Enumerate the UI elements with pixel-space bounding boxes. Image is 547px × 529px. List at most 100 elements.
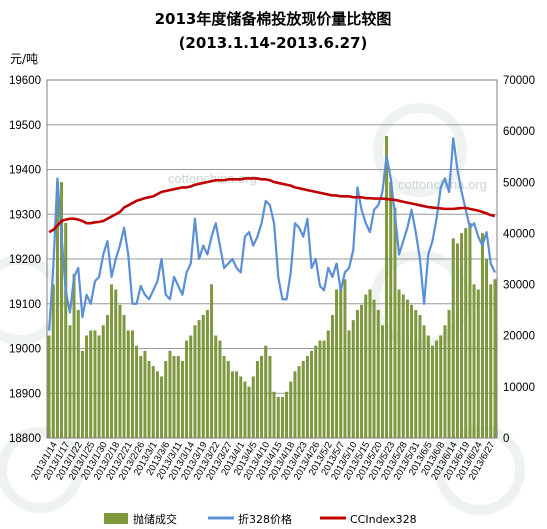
bar bbox=[189, 335, 193, 439]
bar bbox=[76, 309, 80, 439]
bar bbox=[401, 294, 405, 439]
bar-layer bbox=[47, 136, 497, 439]
bar bbox=[485, 258, 489, 439]
bar bbox=[339, 284, 343, 439]
y-right-tick-label: 50000 bbox=[503, 177, 535, 189]
bar bbox=[493, 279, 497, 439]
bar bbox=[143, 350, 147, 439]
axis-layer: 18800 18900 19000 19100 19200 19300 19400 19500… bbox=[9, 75, 535, 445]
bar bbox=[230, 371, 234, 439]
bar bbox=[114, 289, 118, 439]
bar bbox=[310, 350, 314, 439]
bar bbox=[268, 356, 272, 439]
price-line bbox=[47, 137, 496, 331]
y-right-tick-label: 40000 bbox=[503, 228, 535, 240]
bar bbox=[335, 289, 339, 439]
bar bbox=[122, 315, 126, 439]
bar bbox=[222, 356, 226, 439]
y-left-tick-label: 18900 bbox=[9, 388, 41, 400]
y-left-tick-label: 19200 bbox=[9, 254, 41, 266]
y-right-tick-label: 0 bbox=[503, 433, 509, 445]
y-left-tick-label: 19000 bbox=[9, 344, 41, 356]
bar bbox=[393, 207, 397, 439]
bar bbox=[139, 356, 143, 439]
bar bbox=[85, 335, 89, 439]
bar bbox=[480, 233, 484, 439]
bar bbox=[126, 330, 130, 439]
bar bbox=[289, 381, 293, 439]
line-layer bbox=[47, 137, 496, 331]
bar bbox=[430, 345, 434, 439]
bar bbox=[414, 309, 418, 439]
bar bbox=[426, 335, 430, 439]
bar bbox=[355, 309, 359, 439]
y-left-tick-label: 19100 bbox=[9, 299, 41, 311]
bar bbox=[364, 294, 368, 439]
legend-label-index-line: CCIndex328 bbox=[350, 513, 417, 526]
bar bbox=[435, 340, 439, 439]
bar bbox=[151, 366, 155, 439]
bar bbox=[385, 136, 389, 439]
bar bbox=[260, 356, 264, 439]
bar bbox=[205, 309, 209, 439]
bar bbox=[97, 335, 101, 439]
bar bbox=[360, 304, 364, 439]
y-right-tick-label: 30000 bbox=[503, 280, 535, 292]
bar bbox=[489, 284, 493, 439]
bar bbox=[451, 238, 455, 439]
bar bbox=[343, 279, 347, 439]
y-right-tick-label: 60000 bbox=[503, 126, 535, 138]
bar bbox=[326, 330, 330, 439]
bar bbox=[397, 289, 401, 439]
chart-subtitle: (2013.1.14-2013.6.27) bbox=[179, 34, 368, 52]
legend-label-bars: 抛储成交 bbox=[133, 512, 177, 526]
bar bbox=[80, 350, 84, 439]
y-left-tick-label: 19500 bbox=[9, 120, 41, 132]
legend-swatch-bars bbox=[104, 513, 128, 524]
bar bbox=[185, 340, 189, 439]
bar bbox=[155, 371, 159, 439]
bar bbox=[89, 330, 93, 439]
bar bbox=[472, 284, 476, 439]
bar bbox=[64, 223, 68, 439]
bar bbox=[405, 299, 409, 439]
bar bbox=[418, 315, 422, 439]
bar bbox=[305, 356, 309, 439]
y-left-tick-label: 19400 bbox=[9, 165, 41, 177]
bar bbox=[197, 320, 201, 439]
bar bbox=[255, 361, 259, 439]
bar bbox=[464, 228, 468, 439]
legend-label-price-line: 折328价格 bbox=[238, 512, 292, 526]
background-swirl bbox=[0, 427, 83, 513]
bar bbox=[239, 376, 243, 439]
bar bbox=[135, 345, 139, 439]
bar bbox=[389, 182, 393, 439]
chart-title: 2013年度储备棉投放现价量比较图 bbox=[155, 10, 392, 28]
bar bbox=[318, 340, 322, 439]
bar bbox=[368, 289, 372, 439]
bar bbox=[264, 345, 268, 439]
y-left-tick-label: 19300 bbox=[9, 209, 41, 221]
bar bbox=[247, 386, 251, 439]
bar bbox=[176, 356, 180, 439]
bar bbox=[214, 335, 218, 439]
bar bbox=[243, 381, 247, 439]
bar bbox=[72, 274, 76, 439]
bar bbox=[372, 299, 376, 439]
bar bbox=[147, 361, 151, 439]
watermark-text: cottonchina.org bbox=[168, 171, 257, 186]
bar bbox=[51, 284, 55, 439]
bar bbox=[93, 330, 97, 439]
bar bbox=[468, 223, 472, 439]
bar bbox=[314, 345, 318, 439]
bar bbox=[218, 340, 222, 439]
bar bbox=[130, 330, 134, 439]
bar bbox=[276, 396, 280, 439]
bar bbox=[447, 309, 451, 439]
bar bbox=[285, 391, 289, 439]
bar bbox=[105, 315, 109, 439]
bar bbox=[476, 289, 480, 439]
bar bbox=[293, 371, 297, 439]
bar bbox=[226, 361, 230, 439]
